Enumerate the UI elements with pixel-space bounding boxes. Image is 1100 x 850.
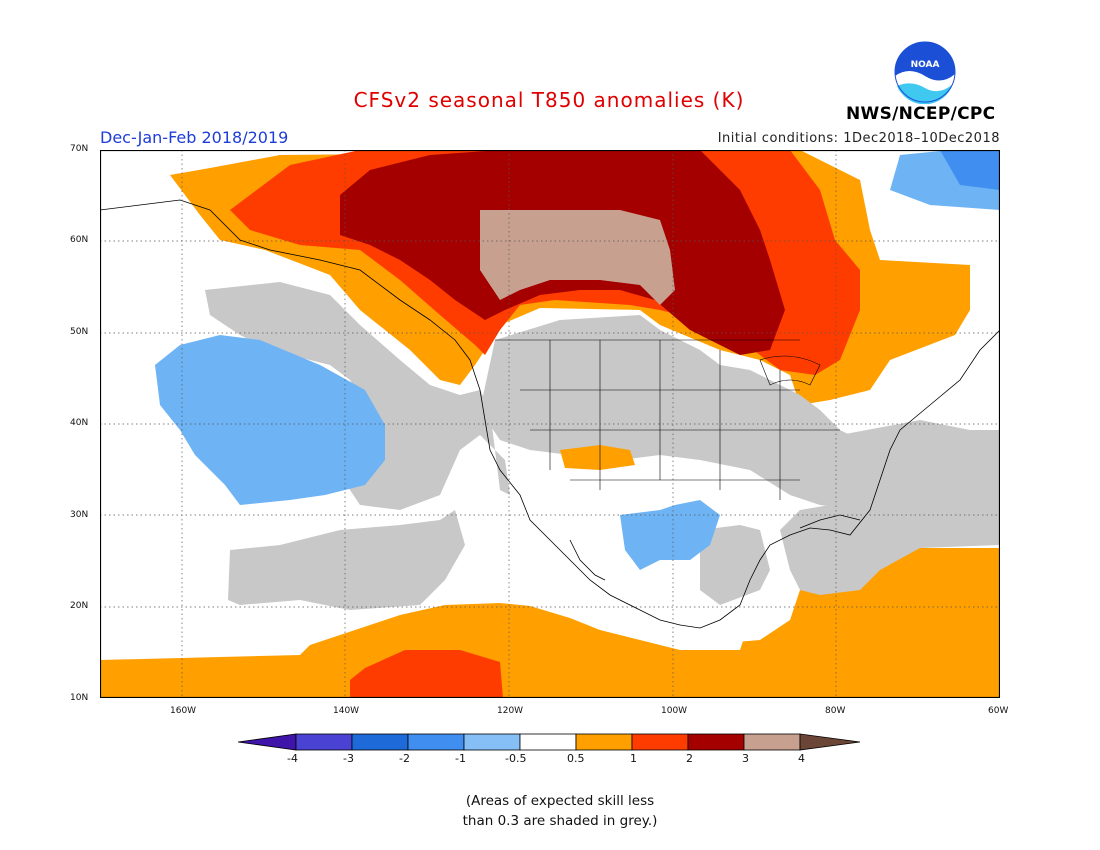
colorbar-label: 4	[798, 752, 805, 765]
warm-anomaly-region-south	[100, 548, 1000, 698]
extreme-warm-region	[480, 210, 675, 305]
noaa-logo	[894, 41, 956, 104]
noaa-logo-text: NOAA	[910, 60, 940, 70]
colorbar-label: 3	[742, 752, 749, 765]
colorbar-label: -3	[343, 752, 354, 765]
lat-label: 60N	[70, 235, 89, 245]
colorbar-swatch	[407, 733, 465, 751]
low-skill-region-pacific	[205, 282, 510, 510]
colorbar-swatch	[743, 733, 801, 751]
lat-label: 20N	[70, 601, 89, 611]
lat-label: 50N	[70, 327, 89, 337]
lat-label: 10N	[70, 693, 89, 703]
lon-label: 100W	[661, 706, 688, 716]
strong-warm-region-south	[350, 650, 503, 698]
colorbar	[238, 733, 861, 751]
low-skill-region-subtropics	[228, 510, 465, 610]
low-skill-region-caribbean	[700, 525, 770, 605]
colorbar-swatch	[519, 733, 577, 751]
skill-footnote: (Areas of expected skill less than 0.3 a…	[0, 791, 1100, 831]
low-skill-region-atlantic	[780, 420, 1000, 595]
agency-label: NWS/NCEP/CPC	[846, 104, 996, 124]
lat-label: 70N	[70, 144, 89, 154]
colorbar-swatch	[575, 733, 633, 751]
colorbar-swatch	[631, 733, 689, 751]
colorbar-swatch	[687, 733, 745, 751]
colorbar-label: -0.5	[505, 752, 527, 765]
lon-label: 120W	[497, 706, 524, 716]
colorbar-label: -4	[287, 752, 298, 765]
colorbar-label: 0.5	[567, 752, 585, 765]
skill-footnote-line: than 0.3 are shaded in grey.)	[462, 813, 658, 829]
colorbar-arrow-low	[238, 733, 297, 751]
cool-anomaly-region-pacific	[155, 335, 385, 505]
lon-label: 80W	[825, 706, 846, 716]
initial-conditions-label: Initial conditions: 1Dec2018–10Dec2018	[717, 131, 1000, 146]
colorbar-label: 2	[686, 752, 693, 765]
map-title: CFSv2 seasonal T850 anomalies (K)	[353, 88, 745, 112]
anomaly-map	[100, 150, 1000, 698]
cool-anomaly-region-gulf	[620, 500, 720, 570]
colorbar-swatch	[295, 733, 353, 751]
skill-footnote-line: (Areas of expected skill less	[465, 793, 655, 809]
lon-label: 160W	[170, 706, 197, 716]
lat-label: 40N	[70, 418, 89, 428]
colorbar-label: 1	[630, 752, 637, 765]
lon-label: 140W	[333, 706, 360, 716]
colorbar-label: -2	[399, 752, 410, 765]
colorbar-label: -1	[455, 752, 466, 765]
lon-label: 60W	[988, 706, 1009, 716]
season-label: Dec-Jan-Feb 2018/2019	[100, 128, 289, 147]
lat-label: 30N	[70, 510, 89, 520]
colorbar-swatch	[463, 733, 521, 751]
low-skill-region-conus	[480, 315, 945, 510]
colorbar-swatch	[351, 733, 409, 751]
colorbar-arrow-high	[799, 733, 861, 751]
